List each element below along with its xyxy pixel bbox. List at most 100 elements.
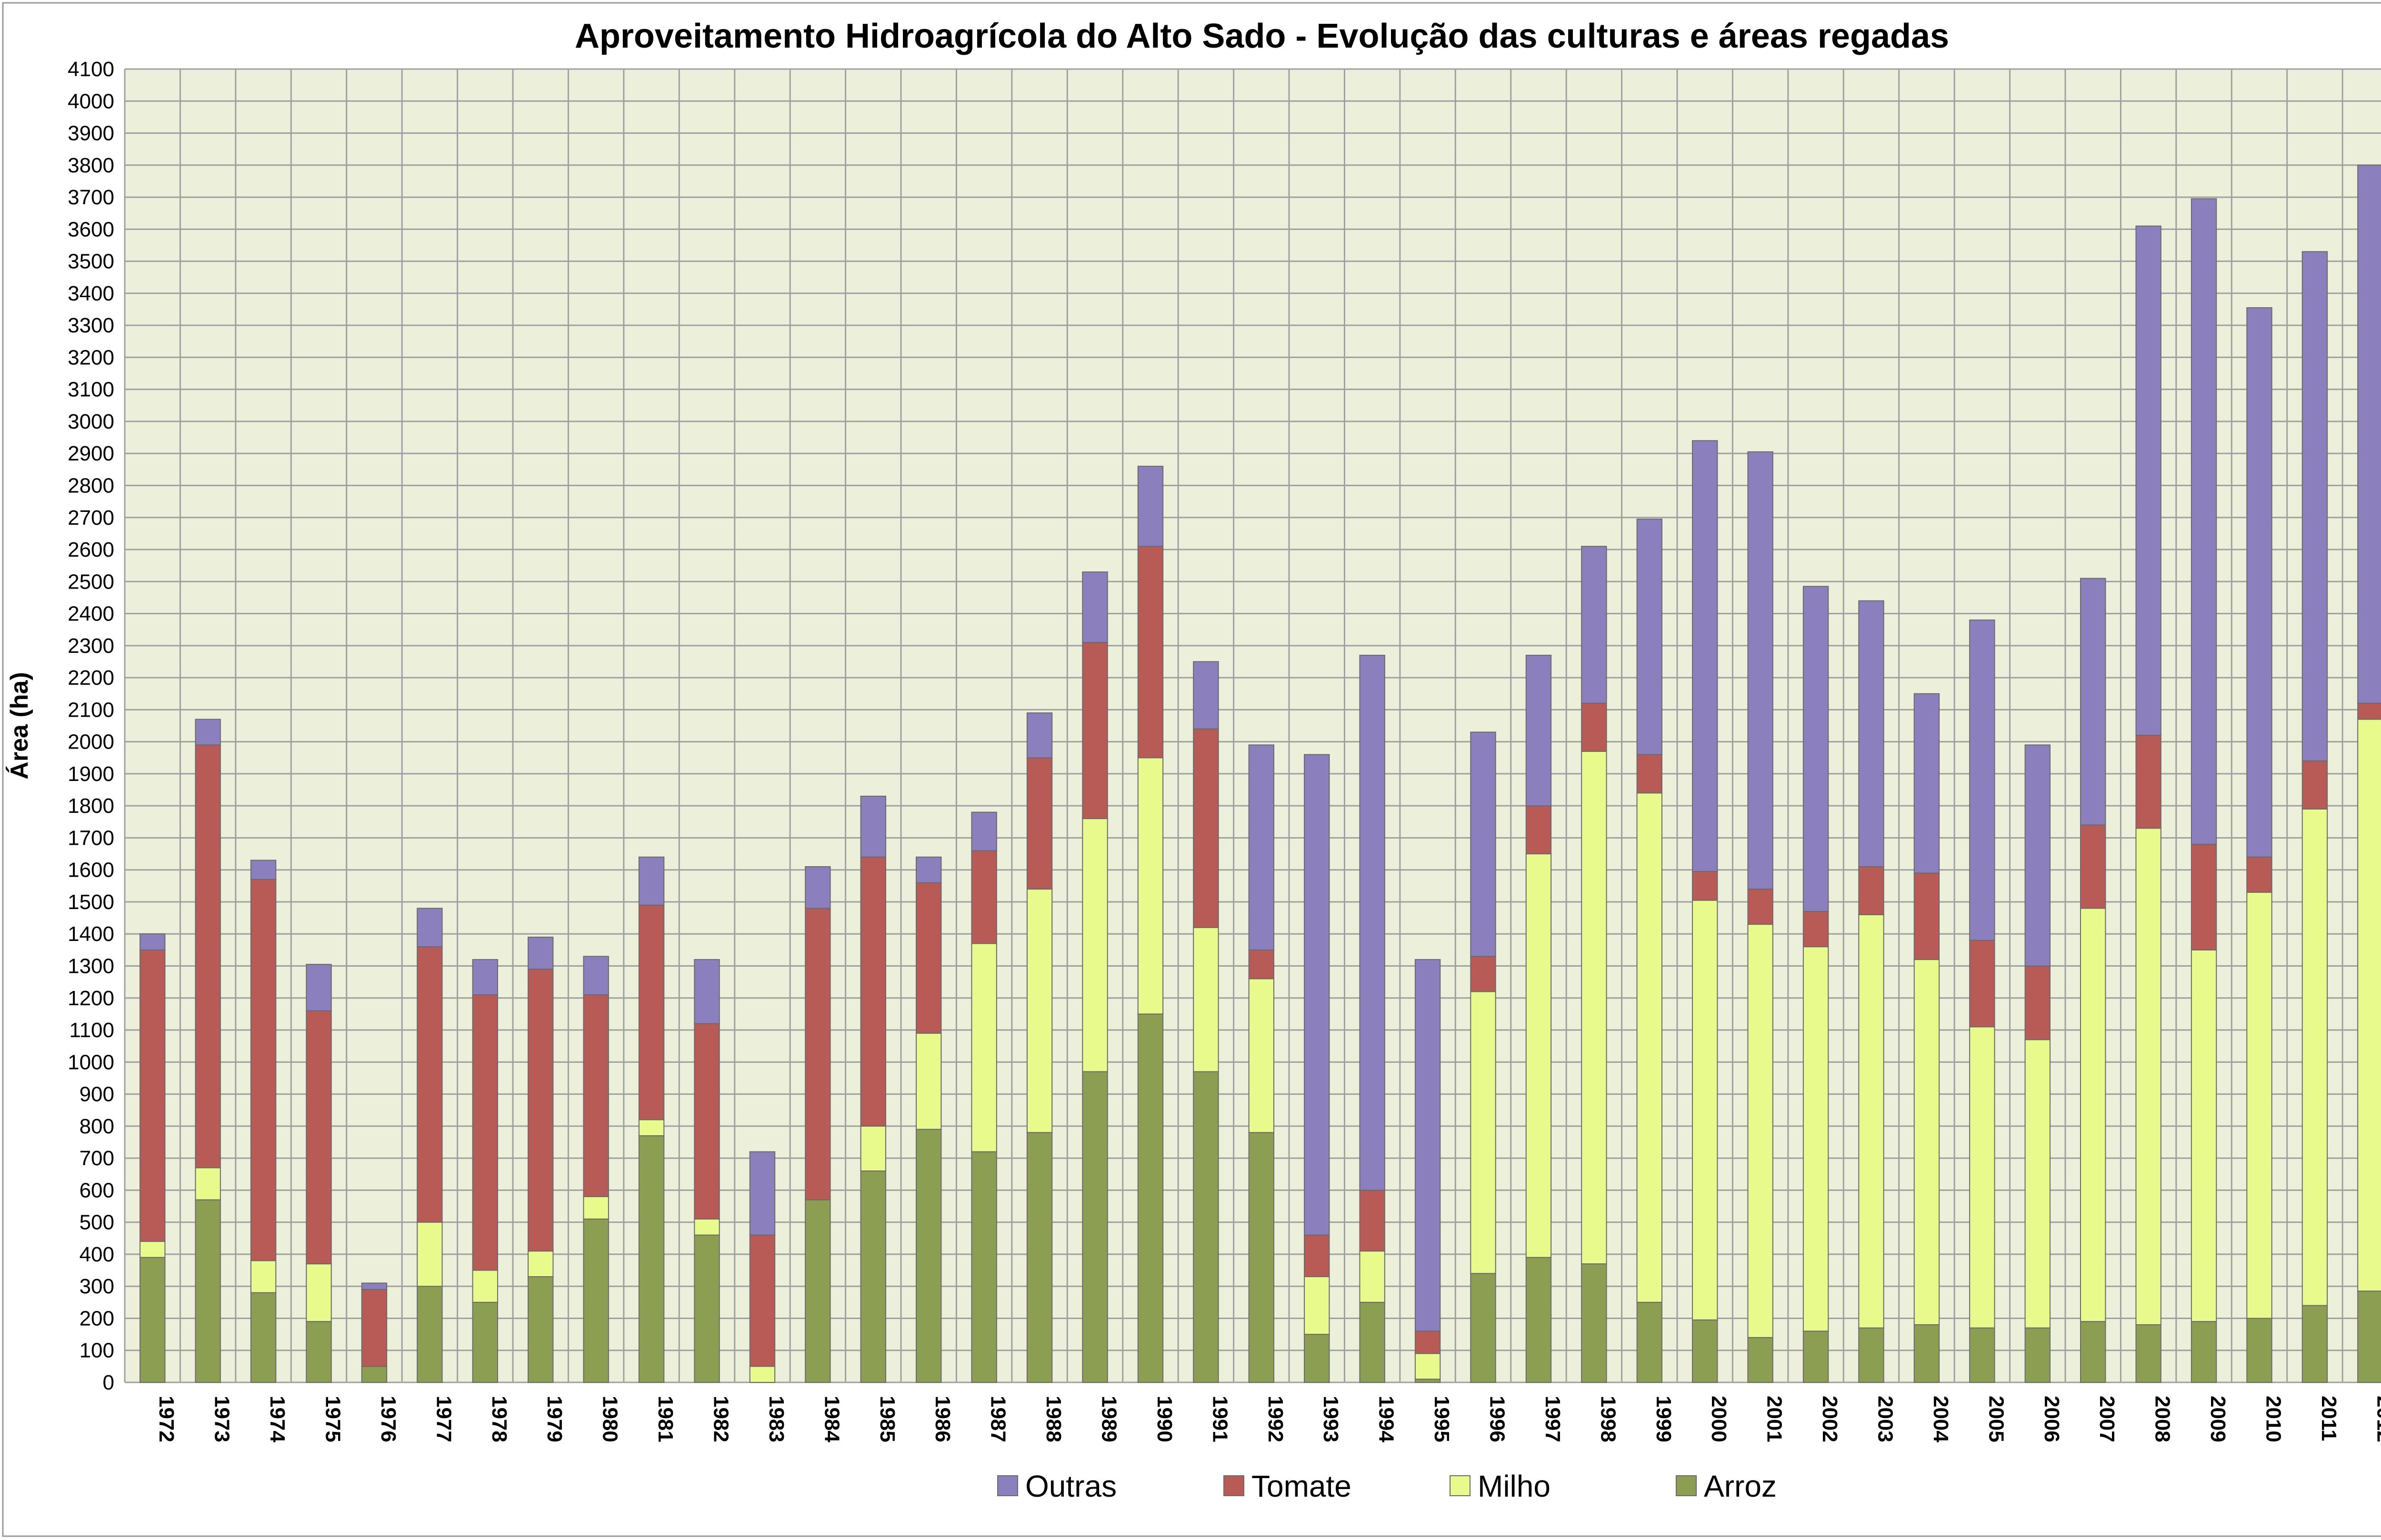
- bar-outras-1994: [1359, 655, 1385, 1191]
- bar-arroz-2004: [1913, 1324, 1940, 1383]
- bar-tomate-1978: [472, 994, 498, 1271]
- x-tick-label: 2006: [2040, 1396, 2063, 1442]
- bar-tomate-1995: [1414, 1330, 1441, 1354]
- x-tick-label: 2002: [1818, 1396, 1841, 1442]
- y-tick-label: 1000: [68, 1050, 114, 1074]
- bar-tomate-1974: [250, 879, 277, 1261]
- y-tick-label: 3300: [68, 314, 114, 337]
- bar-tomate-2002: [1802, 911, 1829, 948]
- x-tick-label: 1982: [710, 1396, 733, 1442]
- bar-tomate-1986: [916, 882, 942, 1034]
- bar-tomate-1985: [860, 856, 886, 1127]
- bar-tomate-1996: [1470, 956, 1496, 992]
- legend-label-arroz: Arroz: [1704, 1469, 1777, 1503]
- bar-milho-1989: [1082, 818, 1108, 1072]
- bar-outras-1974: [250, 860, 277, 880]
- bar-outras-2001: [1747, 451, 1773, 890]
- bar-milho-2001: [1747, 924, 1773, 1338]
- y-tick-label: 3800: [68, 154, 114, 177]
- legend-swatch-arroz: [1676, 1475, 1697, 1496]
- bar-tomate-1972: [140, 949, 166, 1242]
- y-tick-label: 2900: [68, 442, 114, 465]
- bar-milho-1974: [250, 1260, 277, 1293]
- bar-arroz-2000: [1692, 1319, 1718, 1383]
- bar-milho-1973: [195, 1167, 221, 1200]
- bar-milho-2004: [1913, 959, 1940, 1325]
- y-tick-label: 1600: [68, 859, 114, 882]
- bar-arroz-1972: [140, 1257, 166, 1383]
- bar-arroz-2012: [2357, 1290, 2381, 1383]
- bar-tomate-2001: [1747, 889, 1773, 925]
- bar-arroz-1997: [1525, 1257, 1552, 1383]
- bar-milho-2009: [2191, 949, 2217, 1322]
- bar-milho-1998: [1581, 750, 1607, 1265]
- bar-outras-1979: [528, 936, 554, 970]
- legend-label-tomate: Tomate: [1251, 1469, 1351, 1503]
- y-tick-label: 2100: [68, 698, 114, 721]
- legend-label-milho: Milho: [1478, 1469, 1551, 1503]
- x-tick-label: 1997: [1541, 1396, 1564, 1442]
- x-tick-label: 1990: [1153, 1396, 1176, 1442]
- x-tick-label: 1978: [488, 1396, 511, 1442]
- y-tick-label: 4000: [68, 90, 114, 113]
- bar-arroz-1989: [1082, 1071, 1108, 1383]
- bar-tomate-1976: [361, 1289, 388, 1367]
- bar-outras-1999: [1636, 519, 1662, 755]
- bar-milho-1990: [1137, 757, 1164, 1015]
- bar-tomate-1980: [583, 994, 609, 1197]
- bar-arroz-1982: [694, 1234, 720, 1383]
- bar-arroz-1984: [805, 1199, 831, 1383]
- bar-outras-1976: [361, 1282, 388, 1290]
- bar-milho-2007: [2080, 908, 2106, 1322]
- legend-label-outras: Outras: [1025, 1469, 1117, 1503]
- bar-milho-1975: [306, 1263, 332, 1322]
- bar-arroz-1985: [860, 1170, 886, 1383]
- bar-tomate-2012: [2357, 702, 2381, 720]
- x-tick-label: 1980: [599, 1396, 622, 1442]
- bar-tomate-1981: [638, 904, 665, 1120]
- x-tick-label: 2012: [2372, 1396, 2381, 1442]
- bar-milho-2006: [2024, 1039, 2051, 1329]
- bar-tomate-1975: [306, 1010, 332, 1265]
- bar-outras-2011: [2301, 251, 2328, 761]
- bar-arroz-1987: [971, 1151, 997, 1383]
- bar-outras-1973: [195, 719, 221, 746]
- bar-tomate-2010: [2246, 856, 2272, 893]
- bar-outras-1998: [1581, 546, 1607, 704]
- bar-arroz-1993: [1304, 1334, 1330, 1383]
- bar-arroz-1976: [361, 1366, 388, 1383]
- y-axis-label: Área (ha): [6, 672, 33, 779]
- bar-tomate-1991: [1193, 728, 1219, 928]
- bar-milho-1983: [749, 1366, 776, 1383]
- bar-outras-1993: [1304, 754, 1330, 1236]
- y-tick-label: 2000: [68, 730, 114, 754]
- y-tick-label: 3600: [68, 218, 114, 241]
- y-tick-label: 1800: [68, 794, 114, 818]
- bar-outras-1977: [417, 908, 443, 948]
- bar-milho-1980: [583, 1196, 609, 1220]
- x-tick-label: 1992: [1264, 1396, 1287, 1442]
- y-tick-label: 1900: [68, 762, 114, 786]
- bar-milho-2011: [2301, 808, 2328, 1306]
- bar-outras-2006: [2024, 744, 2051, 967]
- bar-milho-1988: [1026, 889, 1053, 1133]
- bar-tomate-1993: [1304, 1234, 1330, 1278]
- bar-arroz-2001: [1747, 1337, 1773, 1383]
- bar-milho-1985: [860, 1125, 886, 1172]
- bar-tomate-2006: [2024, 965, 2051, 1040]
- x-tick-label: 1993: [1319, 1396, 1342, 1442]
- bar-milho-1986: [916, 1032, 942, 1130]
- legend: Outras Tomate Milho Arroz: [997, 1469, 1777, 1503]
- x-tick-label: 1996: [1486, 1396, 1509, 1442]
- bar-arroz-1979: [528, 1276, 554, 1383]
- y-tick-label: 200: [80, 1307, 114, 1330]
- bar-arroz-1996: [1470, 1273, 1496, 1383]
- bar-milho-2012: [2357, 719, 2381, 1292]
- bar-milho-2008: [2135, 828, 2161, 1325]
- y-tick-label: 2300: [68, 634, 114, 658]
- bar-milho-1979: [528, 1250, 554, 1278]
- gridlines: [124, 68, 2381, 1383]
- y-tick-label: 1100: [69, 1019, 114, 1042]
